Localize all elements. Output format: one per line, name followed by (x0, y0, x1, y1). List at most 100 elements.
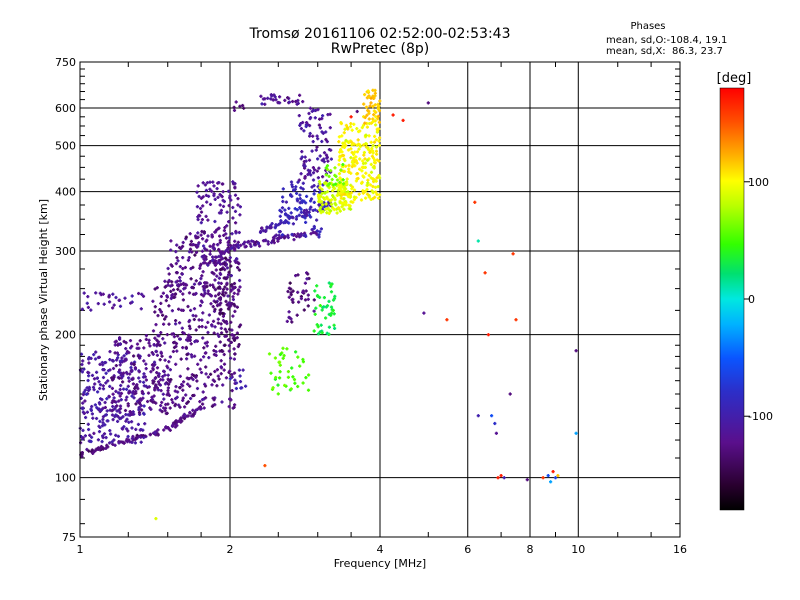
echo-point (324, 182, 328, 184)
y-tick-label: 600 (55, 102, 76, 115)
echo-point (153, 389, 157, 391)
echo-point (373, 179, 377, 182)
echo-point (195, 246, 199, 248)
echo-point (217, 255, 221, 258)
echo-point (105, 397, 109, 400)
echo-point (371, 120, 375, 123)
echo-point (216, 261, 220, 263)
echo-point (283, 384, 287, 387)
echo-point (89, 440, 93, 443)
echo-point (303, 177, 307, 179)
echo-point (193, 340, 197, 343)
echo-point (229, 399, 233, 401)
echo-point (347, 168, 351, 170)
echo-point (219, 194, 223, 197)
echo-point (270, 95, 274, 97)
echo-point (287, 311, 291, 313)
echo-point (322, 158, 326, 160)
echo-point (113, 400, 117, 403)
echo-point (319, 195, 323, 198)
echo-point (235, 336, 239, 339)
echo-point (294, 351, 298, 353)
echo-point (141, 434, 145, 437)
echo-point (320, 159, 324, 162)
echo-point (86, 306, 90, 309)
echo-point (99, 293, 103, 296)
echo-point (128, 441, 132, 443)
echo-point (349, 191, 354, 194)
echo-point (342, 193, 346, 195)
echo-point (143, 376, 147, 378)
echo-point (221, 350, 225, 353)
echo-point (297, 179, 301, 181)
echo-point (110, 441, 114, 443)
echo-point (343, 187, 347, 190)
echo-point (90, 436, 94, 439)
echo-point (298, 365, 302, 367)
echo-point (361, 175, 365, 177)
echo-point (227, 350, 231, 352)
echo-point (301, 188, 305, 190)
echo-point (132, 413, 136, 415)
echo-point (476, 414, 480, 417)
echo-point (227, 344, 231, 347)
echo-point (175, 424, 179, 427)
echo-point (237, 343, 241, 346)
echo-point (277, 234, 281, 237)
echo-point (125, 388, 129, 391)
echo-point (289, 288, 293, 290)
echo-point (549, 481, 553, 483)
echo-point (343, 181, 348, 184)
echo-point (332, 196, 336, 198)
echo-point (302, 209, 306, 212)
echo-point (304, 125, 308, 128)
echo-point (168, 407, 172, 409)
echo-point (226, 244, 230, 246)
echo-point (287, 222, 291, 224)
echo-point (110, 377, 114, 379)
echo-point (312, 225, 316, 228)
echo-point (155, 354, 159, 357)
echo-point (343, 142, 347, 144)
x-tick-label: 1 (77, 543, 84, 556)
echo-point (101, 364, 105, 366)
echo-point (172, 296, 176, 299)
echo-point (202, 356, 206, 358)
echo-point (131, 411, 135, 413)
echo-point (87, 450, 91, 452)
echo-point (308, 170, 312, 172)
echo-point (259, 95, 263, 98)
echo-point (217, 282, 221, 284)
echo-point (348, 196, 352, 198)
echo-point (376, 107, 380, 110)
echo-point (187, 320, 191, 323)
echo-point (130, 345, 134, 348)
echo-point (229, 265, 233, 267)
echo-point (126, 405, 130, 407)
echo-point (118, 369, 122, 371)
echo-point (181, 331, 185, 334)
echo-point (490, 414, 494, 417)
echo-point (214, 354, 218, 357)
echo-point (80, 455, 84, 458)
echo-point (273, 378, 277, 381)
echo-point (155, 345, 159, 347)
echo-point (189, 397, 193, 400)
echo-point (336, 189, 340, 192)
echo-point (269, 226, 273, 229)
echo-point (344, 165, 348, 167)
echo-point (261, 239, 266, 242)
echo-point (496, 476, 500, 479)
echo-point (217, 212, 222, 214)
echo-point (111, 405, 115, 408)
echo-point (156, 314, 160, 317)
echo-point (205, 181, 209, 184)
echo-point (129, 347, 133, 349)
echo-point (227, 237, 231, 239)
echo-point (347, 195, 351, 198)
echo-point (206, 376, 210, 378)
echo-point (287, 207, 291, 210)
echo-point (357, 148, 361, 150)
echo-point (219, 212, 223, 214)
